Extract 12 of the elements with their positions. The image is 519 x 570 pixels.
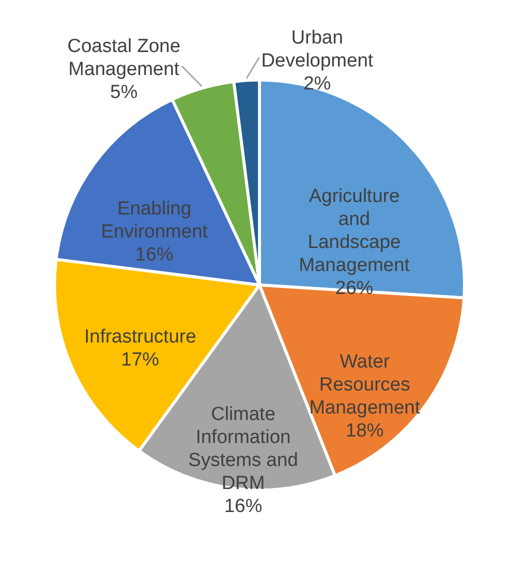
slice-label: Water Resources Management	[309, 351, 421, 418]
slice-label: Coastal Zone Management	[67, 36, 180, 80]
data-label: 17%	[121, 350, 160, 371]
slice-label: Urban Development	[261, 27, 374, 72]
data-label: 18%	[346, 420, 384, 442]
data-label: 2%	[303, 73, 332, 94]
data-label: 5%	[110, 82, 138, 104]
slice-label: Infrastructure	[84, 326, 196, 348]
slice-label: Enabling Environment	[100, 198, 208, 243]
slice-label: Agriculture and Landscape Management	[298, 186, 410, 276]
data-label: 16%	[224, 496, 262, 517]
data-label: 16%	[135, 244, 174, 266]
